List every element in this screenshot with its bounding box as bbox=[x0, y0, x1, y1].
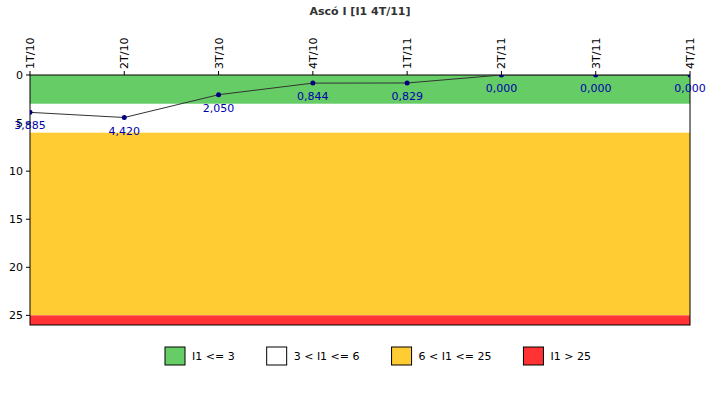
point bbox=[405, 80, 410, 85]
y-tick-label: 20 bbox=[9, 261, 23, 274]
y-tick bbox=[26, 171, 30, 172]
point bbox=[216, 92, 221, 97]
x-tick-label: 1T/10 bbox=[24, 38, 37, 69]
y-tick bbox=[26, 75, 30, 76]
x-tick-label: 2T/11 bbox=[495, 38, 508, 69]
y-tick bbox=[26, 315, 30, 316]
data-label: 0,829 bbox=[391, 90, 423, 103]
x-tick bbox=[407, 71, 408, 75]
data-label: 0,000 bbox=[580, 82, 612, 95]
x-tick-label: 3T/11 bbox=[590, 38, 603, 69]
legend-label: I1 > 25 bbox=[550, 350, 590, 363]
x-tick bbox=[30, 71, 31, 75]
x-tick-label: 1T/11 bbox=[401, 38, 414, 69]
legend-swatch bbox=[267, 347, 287, 365]
y-tick bbox=[26, 219, 30, 220]
point bbox=[30, 110, 33, 115]
series-line bbox=[30, 75, 690, 118]
x-tick bbox=[690, 71, 691, 75]
data-label: 0,000 bbox=[674, 82, 706, 95]
data-label: 0,000 bbox=[486, 82, 518, 95]
point bbox=[122, 115, 127, 120]
band bbox=[30, 75, 690, 104]
plot-frame bbox=[30, 75, 690, 325]
data-label: 0,844 bbox=[297, 90, 329, 103]
point bbox=[499, 75, 504, 78]
x-tick-label: 3T/10 bbox=[213, 38, 226, 69]
y-tick-label: 15 bbox=[9, 213, 23, 226]
legend-swatch bbox=[523, 347, 543, 365]
x-tick-label: 4T/11 bbox=[684, 38, 697, 69]
data-label: 2,050 bbox=[203, 102, 235, 115]
point bbox=[310, 81, 315, 86]
x-tick bbox=[595, 71, 596, 75]
band bbox=[30, 133, 690, 316]
point bbox=[688, 75, 691, 78]
legend-label: 6 < I1 <= 25 bbox=[419, 350, 492, 363]
x-tick bbox=[218, 71, 219, 75]
title: Ascó I [I1 4T/11] bbox=[309, 5, 410, 18]
data bbox=[30, 75, 690, 120]
legend-swatch bbox=[392, 347, 412, 365]
legend-swatch bbox=[165, 347, 185, 365]
x-tick-label: 4T/10 bbox=[307, 38, 320, 69]
x-tick bbox=[312, 71, 313, 75]
y-tick bbox=[26, 267, 30, 268]
x-tick bbox=[124, 71, 125, 75]
point bbox=[593, 75, 598, 78]
chart: Ascó I [I1 4T/11]05101520251T/102T/103T/… bbox=[0, 0, 720, 400]
y-tick-label: 0 bbox=[16, 69, 23, 82]
x-tick-label: 2T/10 bbox=[118, 38, 131, 69]
y-tick-label: 25 bbox=[9, 309, 23, 322]
band bbox=[30, 315, 690, 325]
bands bbox=[30, 75, 690, 325]
legend-label: I1 <= 3 bbox=[192, 350, 235, 363]
legend-label: 3 < I1 <= 6 bbox=[294, 350, 360, 363]
y-tick-label: 10 bbox=[9, 165, 23, 178]
data-label: 3,885 bbox=[14, 119, 46, 132]
x-tick bbox=[501, 71, 502, 75]
data-label: 4,420 bbox=[109, 125, 141, 138]
